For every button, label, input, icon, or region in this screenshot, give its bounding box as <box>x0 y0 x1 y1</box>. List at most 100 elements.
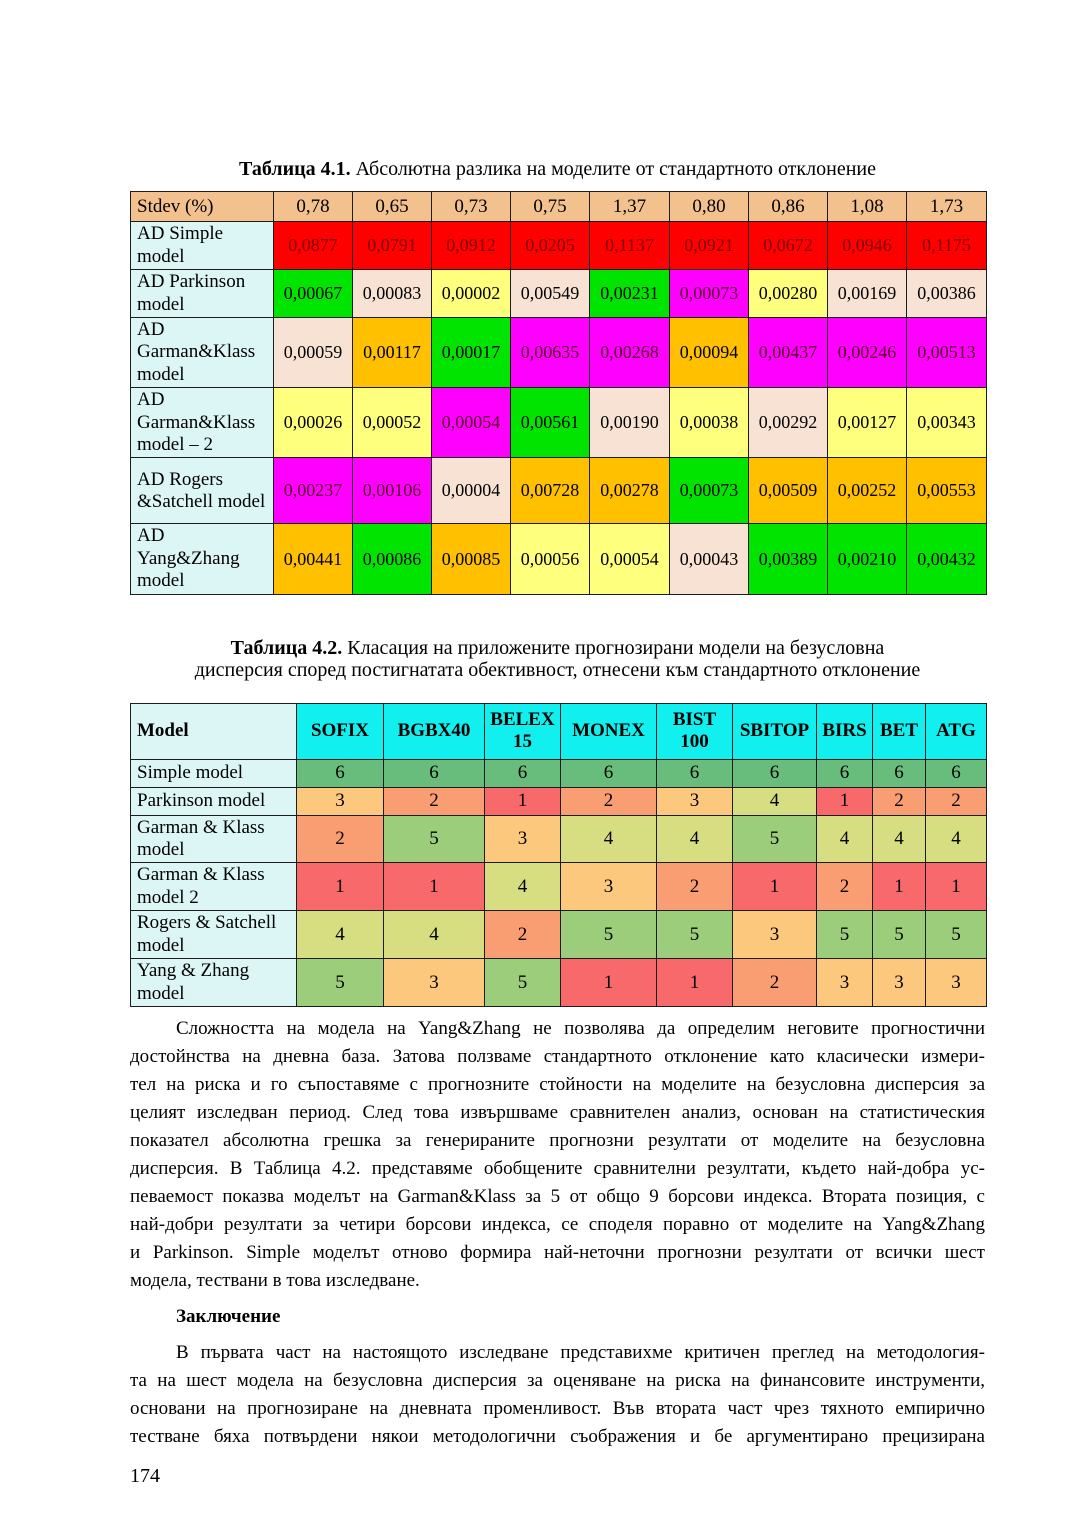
table-row: Yang & Zhang model 5 3 5 1 1 2 3 3 3 <box>130 958 987 1007</box>
rank-cell: 5 <box>560 910 657 960</box>
abs-diff-cell: 0,00056 <box>510 523 590 595</box>
rank-cell: 6 <box>925 758 987 788</box>
index-header-cell: BELEX 15 <box>484 702 561 760</box>
rank-cell: 5 <box>925 910 987 960</box>
abs-diff-cell: 0,00561 <box>510 387 590 459</box>
index-header-cell: MONEX <box>560 702 657 760</box>
table-row: AD Rogers &Satchell model 0,00237 0,00106 0… <box>130 457 987 525</box>
abs-diff-cell: 0,00094 <box>669 316 749 389</box>
rank-cell: 5 <box>732 814 817 864</box>
abs-diff-cell: 0,0946 <box>827 221 907 270</box>
stdev-value-cell: 1,37 <box>589 191 670 222</box>
table-row: AD Garman&Klass model 0,00059 0,00117 0,000… <box>130 316 987 389</box>
abs-diff-cell: 0,00054 <box>589 523 670 595</box>
model-label: AD Parkinson model <box>130 269 274 318</box>
table-row: Garman & Klass model 2 5 3 4 4 5 4 4 4 <box>130 814 987 864</box>
abs-diff-cell: 0,00549 <box>510 269 590 318</box>
text-line: достойнства на дневна база. Затова ползв… <box>130 1045 985 1067</box>
index-header-cell: SOFIX <box>296 702 384 760</box>
text-line: Сложността на модела на Yang&Zhang не по… <box>176 1017 985 1039</box>
rank-cell: 6 <box>484 758 561 788</box>
page-content: Таблица 4.1. Абсолютна разлика на модели… <box>130 158 987 1487</box>
rank-cell: 2 <box>560 786 657 816</box>
abs-diff-cell: 0,00553 <box>906 457 987 525</box>
rank-cell: 2 <box>484 910 561 960</box>
table-row: Simple model 6 6 6 6 6 6 6 6 6 <box>130 758 987 788</box>
rank-cell: 1 <box>872 862 926 912</box>
abs-diff-cell: 0,00441 <box>273 523 353 595</box>
abs-diff-cell: 0,00054 <box>431 387 511 459</box>
rank-cell: 5 <box>296 958 384 1007</box>
model-header-cell: Model <box>130 702 297 760</box>
abs-diff-cell: 0,00280 <box>748 269 828 318</box>
table2-title-line1: Таблица 4.2. Класация на приложените про… <box>130 637 985 659</box>
text-line: певаемост показва моделът на Garman&Klas… <box>130 1185 985 1207</box>
model-label: AD Simple model <box>130 221 274 270</box>
rank-cell: 3 <box>484 814 561 864</box>
index-header-cell: BGBX40 <box>383 702 485 760</box>
abs-diff-cell: 0,0791 <box>352 221 432 270</box>
rank-cell: 2 <box>383 786 485 816</box>
page-number: 174 <box>130 1464 160 1487</box>
abs-diff-cell: 0,0205 <box>510 221 590 270</box>
table2-title-label: Таблица 4.2. <box>230 636 343 659</box>
abs-diff-cell: 0,00085 <box>431 523 511 595</box>
abs-diff-cell: 0,00728 <box>510 457 590 525</box>
text-line: тестване бяха потвърдени някои методолог… <box>130 1425 985 1447</box>
abs-diff-cell: 0,00083 <box>352 269 432 318</box>
abs-diff-cell: 0,0921 <box>669 221 749 270</box>
rank-cell: 2 <box>872 786 926 816</box>
text-line: модела, тествани в това изследване. <box>130 1269 420 1291</box>
stdev-value-cell: 0,80 <box>669 191 749 222</box>
rank-cell: 6 <box>872 758 926 788</box>
table1-title-text: Абсолютна разлика на моделите от стандар… <box>350 158 876 180</box>
table-row: AD Yang&Zhang model 0,00441 0,00086 0,00085… <box>130 523 987 595</box>
abs-diff-cell: 0,00004 <box>431 457 511 525</box>
abs-diff-cell: 0,00002 <box>431 269 511 318</box>
model-label: Garman & Klass model <box>130 814 297 864</box>
table-row: Parkinson model 3 2 1 2 3 4 1 2 2 <box>130 786 987 816</box>
model-label: AD Garman&Klass model <box>130 316 274 389</box>
abs-diff-cell: 0,00043 <box>669 523 749 595</box>
rank-cell: 1 <box>816 786 873 816</box>
stdev-value-cell: 1,08 <box>827 191 907 222</box>
abs-diff-cell: 0,00073 <box>669 269 749 318</box>
abs-diff-cell: 0,00343 <box>906 387 987 459</box>
rank-cell: 3 <box>816 958 873 1007</box>
rank-cell: 6 <box>732 758 817 788</box>
model-label: Rogers & Satchell model <box>130 910 297 960</box>
abs-diff-cell: 0,00389 <box>748 523 828 595</box>
rank-cell: 5 <box>383 814 485 864</box>
rank-cell: 2 <box>732 958 817 1007</box>
abs-diff-cell: 0,00169 <box>827 269 907 318</box>
rank-cell: 1 <box>732 862 817 912</box>
model-label: Simple model <box>130 758 297 788</box>
rank-cell: 4 <box>383 910 485 960</box>
abs-diff-cell: 0,00067 <box>273 269 353 318</box>
index-header-cell: BIST 100 <box>656 702 733 760</box>
abs-diff-cell: 0,0877 <box>273 221 353 270</box>
rank-cell: 2 <box>656 862 733 912</box>
rank-cell: 3 <box>732 910 817 960</box>
stdev-value-cell: 0,75 <box>510 191 590 222</box>
model-label: AD Rogers &Satchell model <box>130 457 274 525</box>
abs-diff-cell: 0,00026 <box>273 387 353 459</box>
conclusion-heading: Заключение <box>176 1305 281 1327</box>
abs-diff-cell: 0,00117 <box>352 316 432 389</box>
text-line: дисперсия. В Таблица 4.2. представяме об… <box>130 1157 985 1179</box>
table2-title: Таблица 4.2. Класация на приложените про… <box>130 637 985 681</box>
table-row: AD Parkinson model 0,00067 0,00083 0,00002 0… <box>130 269 987 318</box>
rank-cell: 5 <box>484 958 561 1007</box>
abs-diff-cell: 0,00278 <box>589 457 670 525</box>
rank-cell: 6 <box>383 758 485 788</box>
abs-diff-cell: 0,00432 <box>906 523 987 595</box>
abs-diff-cell: 0,0912 <box>431 221 511 270</box>
abs-diff-cell: 0,00513 <box>906 316 987 389</box>
rank-cell: 4 <box>925 814 987 864</box>
text-line: целият изследван период. След това извър… <box>130 1101 985 1123</box>
index-header-cell: BET <box>872 702 926 760</box>
text-line: основани на прогнозиране на дневната про… <box>130 1397 985 1419</box>
abs-diff-cell: 0,00252 <box>827 457 907 525</box>
table-row: AD Simple model 0,0877 0,0791 0,0912 0,0205 0… <box>130 221 987 270</box>
abs-diff-cell: 0,00017 <box>431 316 511 389</box>
